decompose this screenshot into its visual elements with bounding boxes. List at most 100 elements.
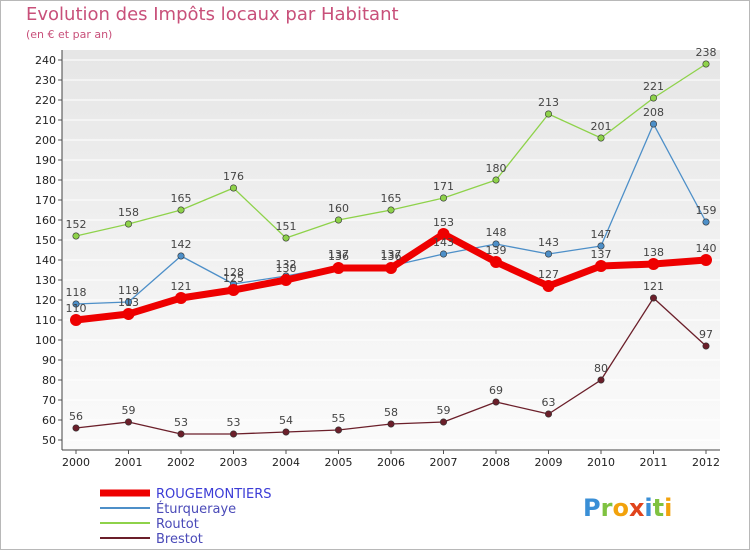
data-label-routot: 221 [643, 80, 664, 93]
x-tick-label: 2004 [272, 456, 300, 469]
data-point-brestot [492, 398, 500, 406]
data-point-routot [282, 234, 290, 242]
x-tick-label: 2010 [587, 456, 615, 469]
data-point--turqueraye [72, 300, 80, 308]
y-tick-label: 170 [35, 194, 56, 207]
y-tick-label: 100 [35, 334, 56, 347]
legend-label--turqueraye: Éturqueraye [156, 501, 236, 517]
data-point-rougemontiers [227, 284, 240, 296]
data-label-rougemontiers: 136 [381, 250, 402, 263]
data-point-brestot [282, 428, 290, 436]
data-label--turqueraye: 128 [223, 266, 244, 279]
data-label--turqueraye: 119 [118, 284, 139, 297]
data-label--turqueraye: 148 [486, 226, 507, 239]
data-point-brestot [702, 342, 710, 350]
data-point-routot [492, 176, 500, 184]
y-tick-label: 70 [42, 394, 56, 407]
data-point--turqueraye [597, 242, 605, 250]
data-label-routot: 180 [486, 162, 507, 175]
data-point-rougemontiers [385, 262, 397, 274]
y-tick-label: 190 [35, 154, 56, 167]
data-point-rougemontiers [700, 254, 712, 266]
legend-label-brestot: Brestot [156, 532, 203, 547]
data-label-routot: 158 [118, 206, 139, 219]
data-point-brestot [125, 418, 133, 426]
data-label-brestot: 59 [122, 404, 136, 417]
data-point-rougemontiers [490, 256, 502, 268]
data-label-routot: 176 [223, 170, 244, 183]
data-point-rougemontiers [437, 228, 450, 240]
data-label-routot: 171 [433, 180, 454, 193]
data-label-routot: 165 [171, 192, 192, 205]
data-label-brestot: 63 [542, 396, 556, 409]
data-label-rougemontiers: 136 [328, 250, 349, 263]
y-tick-label: 60 [42, 414, 56, 427]
data-point-rougemontiers [70, 314, 82, 326]
data-label--turqueraye: 143 [433, 236, 454, 249]
data-label--turqueraye: 159 [696, 204, 717, 217]
data-label-brestot: 53 [227, 416, 241, 429]
data-point-rougemontiers [122, 308, 135, 320]
y-tick-label: 180 [35, 174, 56, 187]
data-label--turqueraye: 137 [328, 248, 349, 261]
data-point-routot [334, 216, 342, 224]
data-label--turqueraye: 118 [66, 286, 87, 299]
data-label-brestot: 54 [279, 414, 293, 427]
y-tick-label: 120 [35, 294, 56, 307]
data-label-rougemontiers: 127 [538, 268, 559, 281]
x-tick-label: 2006 [377, 456, 405, 469]
x-tick-label: 2007 [430, 456, 458, 469]
data-point-routot [649, 94, 657, 102]
data-point-rougemontiers [332, 262, 345, 274]
x-tick-label: 2009 [535, 456, 563, 469]
data-label-brestot: 53 [174, 416, 188, 429]
data-label-rougemontiers: 153 [433, 216, 454, 229]
data-label--turqueraye: 208 [643, 106, 664, 119]
data-point-rougemontiers [542, 280, 555, 292]
data-point-routot [72, 232, 80, 240]
data-point--turqueraye [702, 218, 710, 226]
data-point-routot [125, 220, 133, 228]
y-tick-label: 210 [35, 114, 56, 127]
data-label--turqueraye: 143 [538, 236, 559, 249]
data-point--turqueraye [125, 298, 133, 306]
data-point-rougemontiers [175, 292, 187, 304]
data-point-routot [544, 110, 552, 118]
proxiti-logo: Proxiti [583, 494, 672, 522]
data-label-brestot: 58 [384, 406, 398, 419]
data-label-brestot: 56 [69, 410, 83, 423]
data-label-brestot: 55 [332, 412, 346, 425]
data-label-rougemontiers: 113 [118, 296, 139, 309]
data-label-routot: 238 [696, 46, 717, 59]
data-point-routot [597, 134, 605, 142]
data-label--turqueraye: 142 [171, 238, 192, 251]
y-tick-label: 140 [35, 254, 56, 267]
data-label-rougemontiers: 139 [486, 244, 507, 257]
data-label-routot: 151 [276, 220, 297, 233]
data-label-rougemontiers: 130 [276, 262, 297, 275]
data-label-brestot: 97 [699, 328, 713, 341]
data-point-routot [177, 206, 185, 214]
x-tick-label: 2002 [167, 456, 195, 469]
data-label--turqueraye: 137 [381, 248, 402, 261]
y-tick-label: 90 [42, 354, 56, 367]
data-point-brestot [72, 424, 80, 432]
data-point--turqueraye [492, 240, 500, 248]
data-label--turqueraye: 132 [276, 258, 297, 271]
data-label-rougemontiers: 110 [66, 302, 87, 315]
data-label--turqueraye: 147 [591, 228, 612, 241]
chart-title: Evolution des Impôts locaux par Habitant [26, 4, 399, 25]
x-tick-label: 2011 [640, 456, 668, 469]
legend-label-routot: Routot [156, 517, 199, 532]
data-point--turqueraye [177, 252, 185, 260]
data-label-rougemontiers: 140 [696, 242, 717, 255]
y-tick-label: 130 [35, 274, 56, 287]
data-point-brestot [387, 420, 395, 428]
data-label-rougemontiers: 125 [223, 272, 244, 285]
data-point-routot [439, 194, 447, 202]
data-point-brestot [177, 430, 185, 438]
data-label-routot: 160 [328, 202, 349, 215]
data-label-rougemontiers: 121 [171, 280, 192, 293]
x-tick-label: 2005 [325, 456, 353, 469]
